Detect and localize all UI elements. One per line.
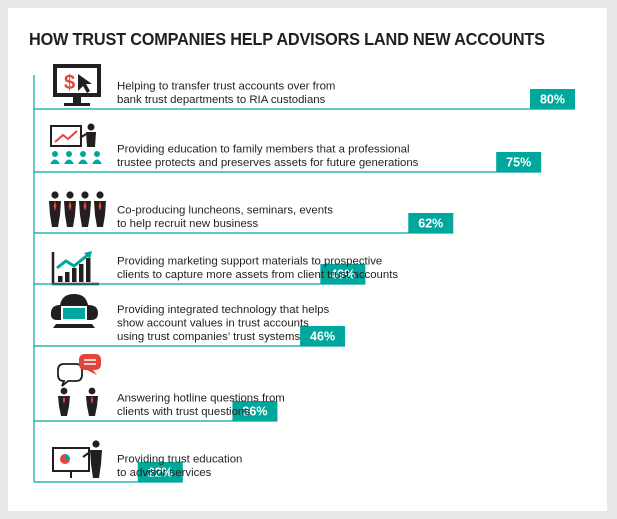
cloud-laptop-icon [50, 294, 98, 328]
data-label: 36% [242, 405, 267, 419]
data-label: 46% [310, 330, 335, 344]
chart-row: 22%Providing trust education to advisor s… [34, 440, 242, 483]
bar [496, 152, 542, 172]
bar [300, 326, 346, 346]
chart-row: 62% Co-producing luncheons, seminars, eve… [34, 191, 454, 234]
data-label: 49% [330, 268, 355, 282]
svg-text:$: $ [64, 72, 75, 94]
category-label: Providing trust education to advisor serv… [117, 454, 242, 479]
data-label: 62% [418, 217, 443, 231]
category-label: Helping to transfer trust accounts over … [117, 81, 335, 106]
chart-row: $80% Helping to transfer trust accounts o… [34, 64, 575, 110]
monitor-dollar-cursor-icon: $ [53, 64, 101, 106]
chart-row: 49%Providing marketing support materials… [34, 251, 398, 286]
category-label: Providing education to family members th… [117, 144, 419, 169]
chart-row: 46%Providing integrated technology that … [34, 294, 346, 347]
chart-title: HOW TRUST COMPANIES HELP ADVISORS LAND N… [29, 29, 545, 49]
bar [530, 89, 575, 109]
data-label: 80% [540, 93, 565, 107]
chart-row: 36%Answering hotline questions from clien… [34, 354, 285, 422]
bar [408, 213, 454, 233]
growth-chart-icon [51, 251, 99, 286]
people-speech-bubbles-icon [57, 354, 101, 416]
chart-row: 75% Providing education to family members… [34, 123, 542, 173]
presenter-audience-icon [50, 123, 102, 164]
business-people-group-icon [49, 191, 106, 227]
category-label: Providing marketing support materials to… [117, 256, 398, 281]
infographic-card [8, 8, 607, 511]
data-label: 22% [148, 466, 173, 480]
data-label: 75% [506, 156, 531, 170]
category-label: Providing integrated technology that hel… [117, 304, 329, 343]
category-label: Answering hotline questions from clients … [117, 393, 285, 418]
bar [320, 264, 366, 284]
bar [137, 462, 183, 482]
bar [232, 401, 278, 421]
presenter-board-icon [52, 440, 102, 478]
category-label: Co-producing luncheons, seminars, events… [117, 205, 333, 230]
